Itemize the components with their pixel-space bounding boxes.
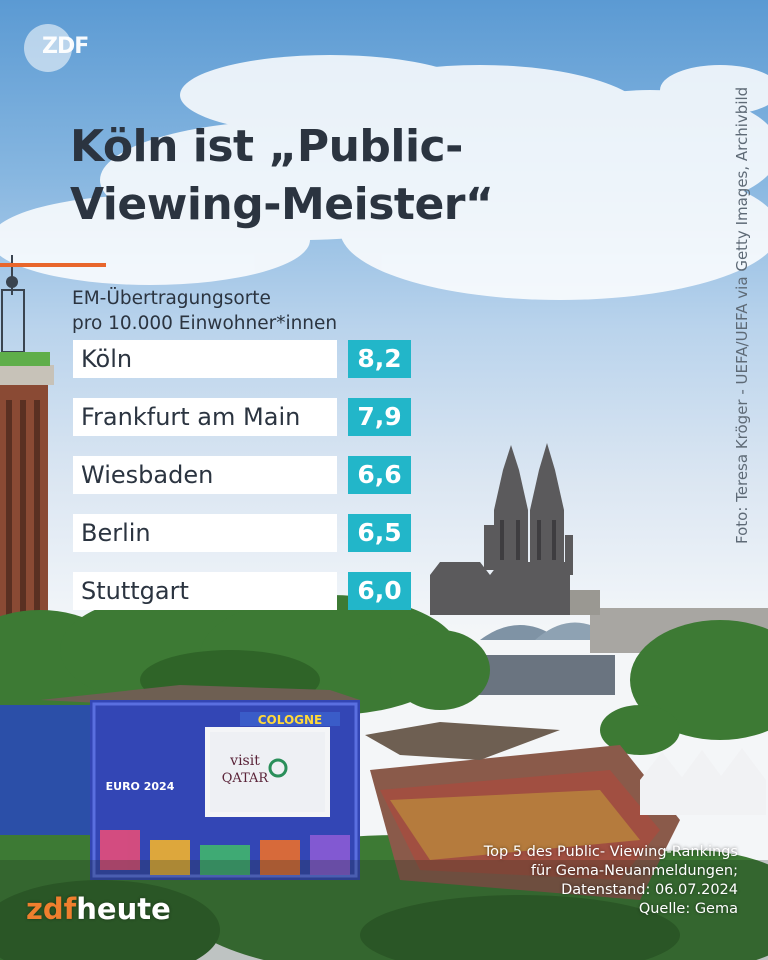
table-row: Stuttgart 6,0 [73, 572, 411, 610]
table-row: Wiesbaden 6,6 [73, 456, 411, 494]
city-label: Frankfurt am Main [73, 398, 337, 436]
clouds [0, 55, 768, 300]
value-label: 6,0 [348, 572, 411, 610]
screen-text-visit: visit [229, 753, 260, 769]
source-note: Top 5 des Public- Viewing-Rankings für G… [408, 843, 738, 919]
city-label: Wiesbaden [73, 456, 337, 494]
zdf-logo: ZDF [24, 24, 89, 72]
subtitle-line-1: EM-Übertragungsorte [72, 288, 271, 309]
city-label: Köln [73, 340, 337, 378]
value-label: 6,5 [348, 514, 411, 552]
value-label: 6,6 [348, 456, 411, 494]
source-line-1: Top 5 des Public- Viewing-Rankings [483, 844, 738, 860]
tents [640, 748, 766, 815]
source-line-3: Datenstand: 06.07.2024 [561, 882, 738, 898]
screen-text-qatar: QATAR [222, 771, 270, 786]
stage-euro-text: EURO 2024 [106, 780, 175, 793]
zdfheute-brand: zdfheute [26, 890, 171, 928]
photo-credit: Foto: Teresa Kröger - UEFA/UEFA via Gett… [733, 86, 751, 544]
city-label: Berlin [73, 514, 337, 552]
city-label: Stuttgart [73, 572, 337, 610]
crowd [370, 745, 680, 900]
table-row: Köln 8,2 [73, 340, 411, 378]
table-row: Frankfurt am Main 7,9 [73, 398, 411, 436]
title-line-1: Köln ist „Public- [70, 121, 463, 172]
left-tower [0, 255, 54, 650]
table-row: Berlin 6,5 [73, 514, 411, 552]
cathedral [430, 443, 573, 615]
screen-stage: COLOGNE visit QATAR EURO 2024 [0, 700, 360, 880]
subtitle-line-2: pro 10.000 Einwohner*innen [72, 313, 338, 334]
chart-subtitle: EM-Übertragungsorte pro 10.000 Einwohner… [72, 286, 392, 336]
value-label: 8,2 [348, 340, 411, 378]
accent-divider [0, 263, 106, 267]
source-line-4: Quelle: Gema [638, 901, 738, 917]
zdf-logo-text: ZDF [42, 34, 89, 59]
title-line-2: Viewing-Meister“ [70, 179, 494, 230]
brand-zdf: zdf [26, 892, 77, 926]
source-line-2: für Gema-Neuanmeldungen; [530, 863, 738, 879]
screen-banner-text: COLOGNE [258, 713, 323, 727]
value-label: 7,9 [348, 398, 411, 436]
brand-heute: heute [76, 892, 171, 926]
page-title: Köln ist „Public- Viewing-Meister“ [70, 118, 590, 234]
